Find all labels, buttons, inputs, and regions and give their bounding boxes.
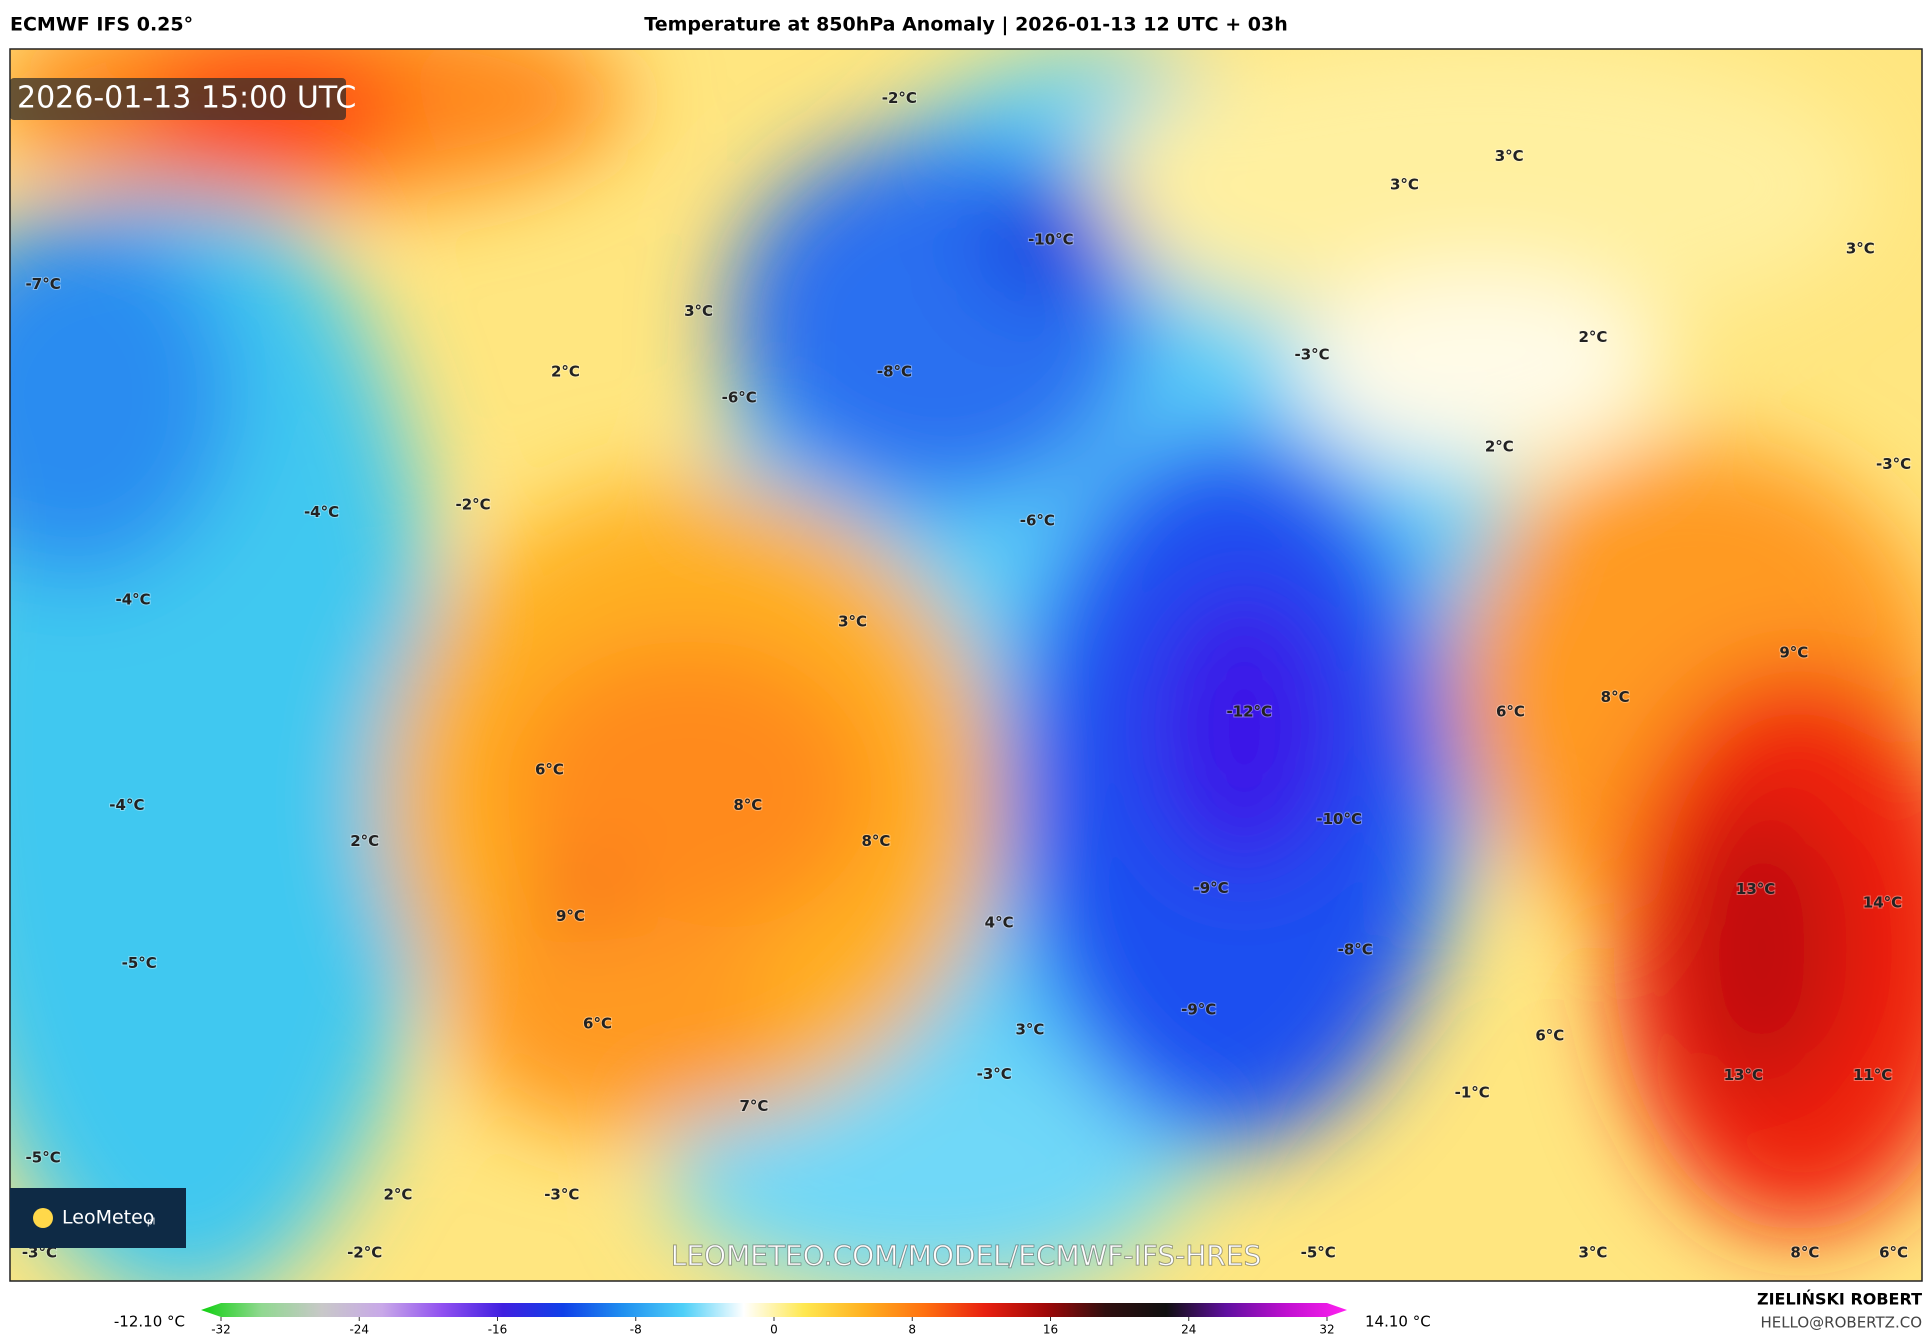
timestamp: 2026-01-13 15:00 UTC <box>17 81 356 116</box>
colorbar-tick-label: -8 <box>630 1323 642 1337</box>
contour-label: -2°C <box>456 496 491 514</box>
colorbar: -12.10 °C 14.10 °C -32 -24 -16 -8 0 8 16 24 32 <box>114 1303 1431 1337</box>
contour-label: 6°C <box>1879 1243 1908 1261</box>
anomaly-blob <box>1145 579 1343 875</box>
contour-label: 6°C <box>583 1014 612 1032</box>
contour-label: 2°C <box>551 363 580 381</box>
contour-label: -2°C <box>882 89 917 107</box>
contour-label: 3°C <box>1578 1243 1607 1261</box>
contour-label: 2°C <box>350 832 379 850</box>
colorbar-tick-label: 24 <box>1181 1323 1196 1337</box>
contour-label: -3°C <box>1876 455 1911 473</box>
contour-label: 13°C <box>1736 880 1775 898</box>
contour-label: 9°C <box>556 907 585 925</box>
anomaly-blob <box>10 209 235 579</box>
contour-label: -5°C <box>122 954 157 972</box>
colorbar-tick-label: -32 <box>211 1323 231 1337</box>
timestamp-box <box>10 78 346 120</box>
contour-label: -8°C <box>1338 940 1373 958</box>
contour-label: -4°C <box>109 796 144 814</box>
contour-label: -2°C <box>347 1243 382 1261</box>
contour-label: 6°C <box>1535 1027 1564 1045</box>
contour-label: 8°C <box>1790 1243 1819 1261</box>
anomaly-blob <box>505 640 875 937</box>
contour-label: -9°C <box>1193 879 1228 897</box>
contour-label: 4°C <box>985 913 1014 931</box>
colorbar-min: -12.10 °C <box>114 1313 185 1331</box>
contour-label: -5°C <box>26 1149 61 1167</box>
contour-label: 2°C <box>1578 328 1607 346</box>
colorbar-tick-label: -16 <box>488 1323 508 1337</box>
contour-label: 13°C <box>1724 1066 1763 1084</box>
logo-suffix: pl <box>147 1218 155 1228</box>
contour-label: 3°C <box>684 302 713 320</box>
contour-label: -5°C <box>1301 1243 1336 1261</box>
contour-label: 11°C <box>1853 1066 1892 1084</box>
contour-label: 14°C <box>1863 894 1902 912</box>
colorbar-bar <box>201 1303 1347 1317</box>
colorbar-tick-label: 16 <box>1043 1323 1058 1337</box>
contour-label: -4°C <box>304 503 339 521</box>
contour-label: -8°C <box>877 363 912 381</box>
colorbar-tick-label: 0 <box>770 1323 778 1337</box>
contour-label: 3°C <box>1390 175 1419 193</box>
map-area: -7°C 3°C 2°C -6°C -8°C -10°C -2°C 3°C 3°C 3°C 2°C -… <box>10 49 1922 1281</box>
contour-label: -4°C <box>115 590 150 608</box>
contour-label: 6°C <box>535 761 564 779</box>
contour-label: -3°C <box>544 1186 579 1204</box>
contour-label: -6°C <box>1020 512 1055 530</box>
contour-label: 6°C <box>1496 703 1525 721</box>
contour-label: -9°C <box>1181 1001 1216 1019</box>
contour-label: -7°C <box>26 275 61 293</box>
contour-label: 3°C <box>1846 239 1875 257</box>
contour-label: -6°C <box>722 388 757 406</box>
contour-label: -10°C <box>1316 810 1362 828</box>
anomaly-blob <box>1675 800 1848 1097</box>
model-name: ECMWF IFS 0.25° <box>10 14 193 36</box>
contour-label: 8°C <box>861 832 890 850</box>
logo-sun <box>33 1208 53 1228</box>
contour-label: 2°C <box>383 1186 412 1204</box>
contour-label: 8°C <box>733 796 762 814</box>
contour-label: 3°C <box>1015 1020 1044 1038</box>
anomaly-blob <box>979 166 1115 302</box>
anomaly-blob <box>1293 271 1664 469</box>
anomaly-blob <box>665 1047 1183 1281</box>
contour-labels: -7°C 3°C 2°C -6°C -8°C -10°C -2°C 3°C 3°C 3°C 2°C -… <box>21 88 1912 1262</box>
map-frame <box>9 48 1923 1282</box>
contour-label: 9°C <box>1779 643 1808 661</box>
contour-label: 2°C <box>1485 438 1514 456</box>
anomaly-field <box>10 49 1922 1281</box>
anomaly-blob <box>455 911 777 1134</box>
logo-text: LeoMeteo <box>62 1207 154 1229</box>
contour-label: -1°C <box>1455 1083 1490 1101</box>
contour-label: 8°C <box>1601 688 1630 706</box>
anomaly-blob <box>1084 49 1873 333</box>
map-title: Temperature at 850hPa Anomaly | 2026-01-… <box>644 14 1287 36</box>
contour-label: -3°C <box>977 1065 1012 1083</box>
colorbar-tick-label: -24 <box>349 1323 369 1337</box>
email: HELLO@ROBERTZ.CO <box>1760 1314 1922 1332</box>
author: ZIELIŃSKI ROBERT <box>1757 1290 1922 1309</box>
colorbar-tick-label: 32 <box>1319 1323 1334 1337</box>
watermark: LEOMETEO.COM/MODEL/ECMWF-IFS-HRES <box>671 1239 1261 1272</box>
contour-label: -10°C <box>1028 231 1074 249</box>
colorbar-tick-label: 8 <box>908 1323 916 1337</box>
contour-label: -3°C <box>1294 345 1329 363</box>
contour-label: 3°C <box>838 613 867 631</box>
contour-label: 3°C <box>1495 147 1524 165</box>
contour-label: 7°C <box>740 1097 769 1115</box>
colorbar-max: 14.10 °C <box>1365 1313 1431 1331</box>
contour-label: -12°C <box>1226 703 1272 721</box>
